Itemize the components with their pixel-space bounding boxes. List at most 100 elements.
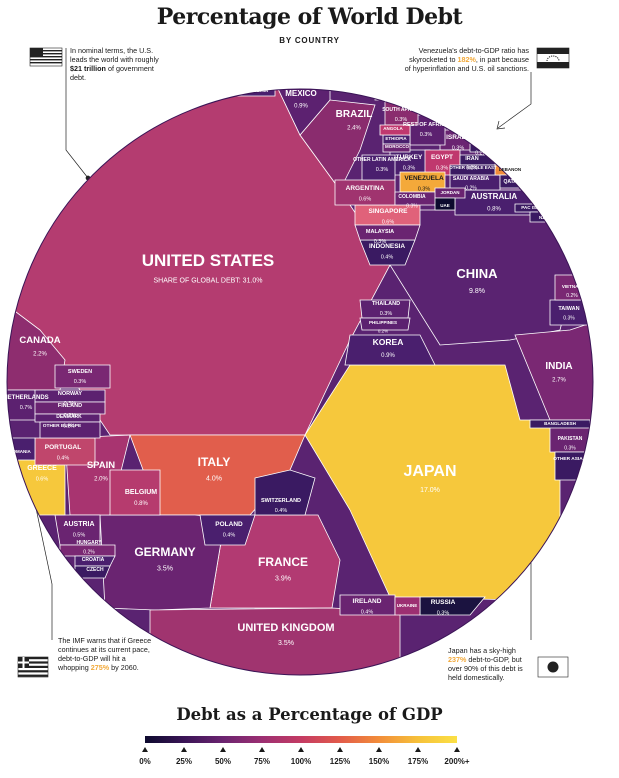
cell-uae [434, 197, 456, 211]
value-netherlands: 0.7% [20, 405, 33, 411]
value-rest-of-africa: 0.3% [420, 132, 433, 138]
label-spain: SPAIN [87, 460, 115, 471]
label-singapore: SINGAPORE [368, 208, 408, 215]
legend-tick-label: 0% [139, 757, 151, 766]
label-portugal: PORTUGAL [45, 444, 82, 451]
label-morocco: MOROCCO [385, 144, 409, 149]
label-turkey: TURKEY [396, 154, 423, 161]
label-iraq: IRAQ [475, 141, 488, 147]
value-belgium: 0.8% [134, 501, 148, 507]
label-united-states: UNITED STATES [142, 251, 275, 270]
value-spain: 2.0% [94, 476, 108, 482]
legend-tick-mark [454, 747, 460, 752]
legend-tick-label: 150% [369, 757, 389, 766]
note-japan-pre: Japan has a sky-high [448, 646, 516, 655]
label-sweden: SWEDEN [68, 369, 92, 375]
value-ireland: 0.4% [361, 609, 374, 615]
value-singapore: 0.6% [382, 219, 395, 225]
label-israel: ISRAEL [446, 134, 470, 141]
label-lebanon: LEBANON [499, 167, 521, 172]
label-puerto-rico: PUERTO RICO [238, 77, 266, 82]
label-poland: POLAND [215, 521, 243, 528]
label-brazil: BRAZIL [336, 109, 373, 120]
callout-us-line [65, 48, 89, 179]
value-denmark: 0.2% [63, 423, 75, 429]
value-colombia: 0.3% [406, 203, 418, 209]
label-iran: IRAN [465, 156, 478, 162]
legend-tick-label: 75% [254, 757, 270, 766]
value-venezuela: 0.3% [418, 186, 431, 192]
cell-malaysia [354, 224, 421, 241]
chart-title: Percentage of World Debt [156, 4, 463, 30]
callout-venezuela-arrow [496, 120, 506, 130]
label-colombia: COLOMBIA [398, 194, 426, 200]
label-china: CHINA [456, 266, 498, 281]
label-italy: ITALY [198, 455, 231, 469]
value-iraq: 0.2% [475, 150, 487, 156]
cell-sweden [54, 364, 111, 389]
label-france: FRANCE [258, 555, 308, 569]
cell-mexico [269, 89, 331, 136]
value-canada: 2.2% [33, 351, 47, 357]
value-saudi-arabia: 0.2% [465, 185, 477, 191]
label-switzerland: SWITZERLAND [261, 498, 301, 504]
label-vietnam: VIETNAM [562, 284, 583, 289]
label-korea: KOREA [373, 337, 404, 347]
cell-korea [344, 334, 436, 366]
value-italy: 4.0% [206, 475, 222, 482]
legend-ticks: 0% 25% 50% 75% 100% 125% 150% 175% 200%+ [139, 747, 470, 766]
label-croatia: CROATIA [82, 557, 105, 563]
note-us-pre: In nominal terms, the U.S. leads the wor… [70, 46, 159, 64]
value-japan: 17.0% [420, 487, 440, 494]
value-south-africa: 0.3% [395, 117, 408, 123]
legend-tick-label: 125% [330, 757, 350, 766]
greece-flag-icon [17, 656, 49, 678]
label-denmark: DENMARK [56, 414, 82, 420]
label-venezuela: VENEZUELA [404, 175, 444, 182]
label-japan: JAPAN [403, 463, 456, 480]
label-nigeria: NIGERIA [380, 88, 401, 94]
legend-title: Debt as a Percentage of GDP [176, 705, 443, 724]
value-iran: 0.2% [466, 165, 478, 171]
note-greece-post: by 2060. [109, 663, 139, 672]
legend-tick-label: 50% [215, 757, 231, 766]
label-norway: NORWAY [58, 391, 82, 397]
note-us-post: of government debt. [70, 64, 154, 82]
value-austria: 0.5% [73, 533, 86, 539]
label-greece: GREECE [27, 465, 57, 472]
label-qatar: QATAR [503, 179, 520, 185]
value-egypt: 0.3% [436, 165, 449, 171]
label-belgium: BELGIUM [125, 489, 157, 496]
value-israel: 0.3% [452, 145, 465, 151]
callout-greece-line [32, 493, 53, 640]
country-labels: UNITED STATES SHARE OF GLOBAL DEBT: 31.0%… [3, 77, 583, 647]
note-venezuela-pre: Venezuela's debt-to-GDP ratio has skyroc… [409, 46, 529, 64]
note-venezuela-post: , in part because of hyperinflation and … [404, 55, 529, 73]
note-japan-post: debt-to-GDP, but over 90% of this debt i… [448, 655, 523, 682]
cell-philippines [359, 317, 411, 331]
value-argentina: 0.6% [359, 196, 372, 202]
label-south-africa: SOUTH AFRICA [382, 107, 420, 113]
value-thailand: 0.3% [380, 311, 393, 317]
legend-tick-mark [337, 747, 343, 752]
value-nigeria: 0.2% [384, 97, 396, 103]
note-venezuela-hl: 182% [457, 55, 476, 64]
label-ethiopia: ETHIOPIA [385, 136, 407, 141]
label-pac-isles: PAC ISLES [521, 205, 544, 210]
legend-tick-label: 200%+ [444, 757, 469, 766]
cell-taiwan [549, 299, 593, 326]
label-romania: ROMANIA [9, 449, 31, 454]
label-other-europe: OTHER EUROPE [43, 423, 82, 429]
label-canada: CANADA [19, 335, 60, 346]
label-czech: CZECH [86, 567, 104, 573]
value-sweden: 0.3% [74, 379, 87, 385]
note-venezuela: Venezuela's debt-to-GDP ratio has skyroc… [402, 46, 529, 73]
legend: 0% 25% 50% 75% 100% 125% 150% 175% 200%+ [139, 736, 470, 766]
label-finland: FINLAND [58, 403, 82, 409]
label-other-middle-east: OTHER MIDDLE EAST [449, 165, 497, 170]
legend-gradient-bar [145, 736, 457, 743]
label-hungary: HUNGARY [76, 540, 102, 546]
cell-united-kingdom [149, 607, 401, 675]
cell-other-latin-america [361, 154, 396, 181]
label-nz: NZ [539, 215, 545, 220]
